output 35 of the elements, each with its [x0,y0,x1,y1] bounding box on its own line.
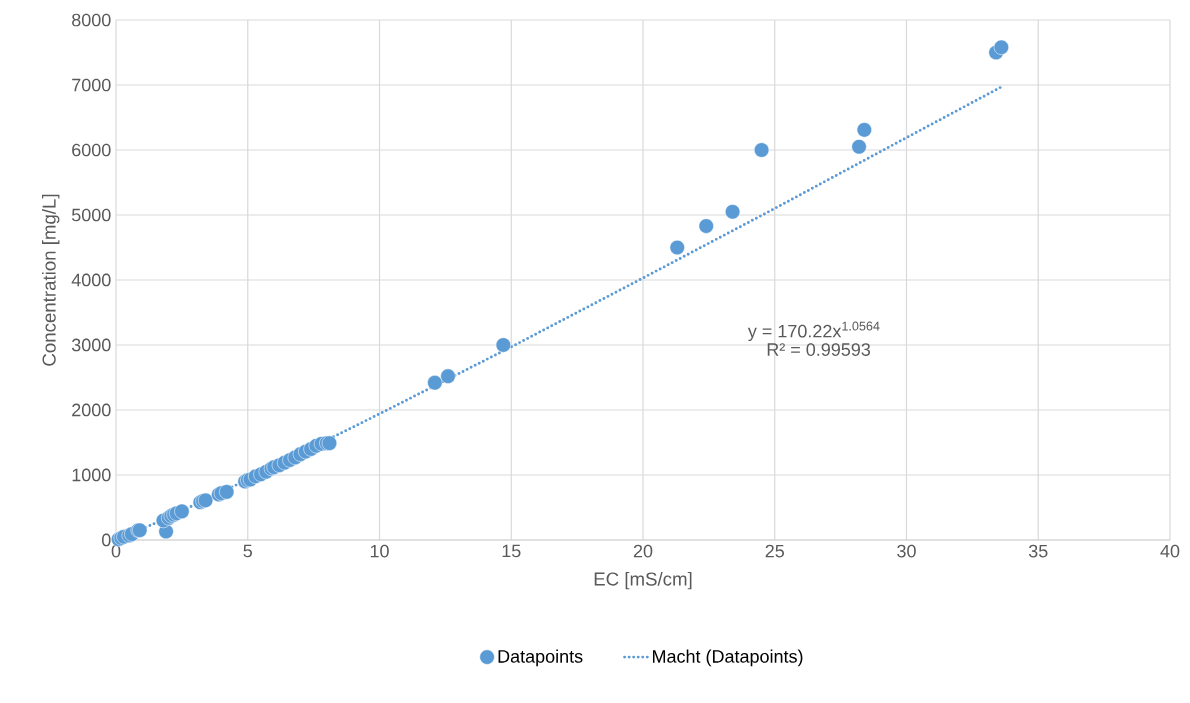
x-axis-title: EC [mS/cm] [594,571,692,590]
x-tick-label: 35 [1028,544,1048,558]
y-tick-label: 8000 [72,13,111,27]
point [724,204,741,220]
legend-label: Datapoints [498,649,583,667]
point [851,139,867,155]
y-tick-label: 3000 [71,338,111,352]
x-tick-label: 5 [243,544,253,558]
point [669,239,685,256]
x-tick-label: 25 [765,544,785,558]
x-tick-label: 15 [502,544,521,558]
y-axis-title: Concentration [mg/L] [42,194,60,366]
y-tick-label: 6000 [72,143,111,157]
point [753,142,770,158]
point [427,375,443,391]
annotation: R² = 0.99593 [767,343,871,356]
x-tick-label: 40 [1160,544,1180,558]
y-tick-label: 7000 [72,78,111,92]
point [219,484,235,500]
y-tick-label: 0 [102,533,111,547]
point [993,39,1009,55]
point [440,368,456,384]
y-tick-label: 2000 [72,403,111,417]
annotation: y = 170.22x$^{1.0564}$ [747,321,880,342]
x-tick-label: 10 [370,544,389,558]
y-tick-label: 1000 [72,468,111,482]
point [856,122,872,138]
point [495,337,511,353]
point [698,218,714,234]
y-tick-label: 5000 [71,208,111,222]
x-tick-label: 20 [633,544,653,558]
legend-label: Macht (Datapoints) [652,649,803,667]
y-tick-label: 4000 [71,273,111,287]
x-tick-label: 30 [897,544,916,558]
point [174,503,190,519]
